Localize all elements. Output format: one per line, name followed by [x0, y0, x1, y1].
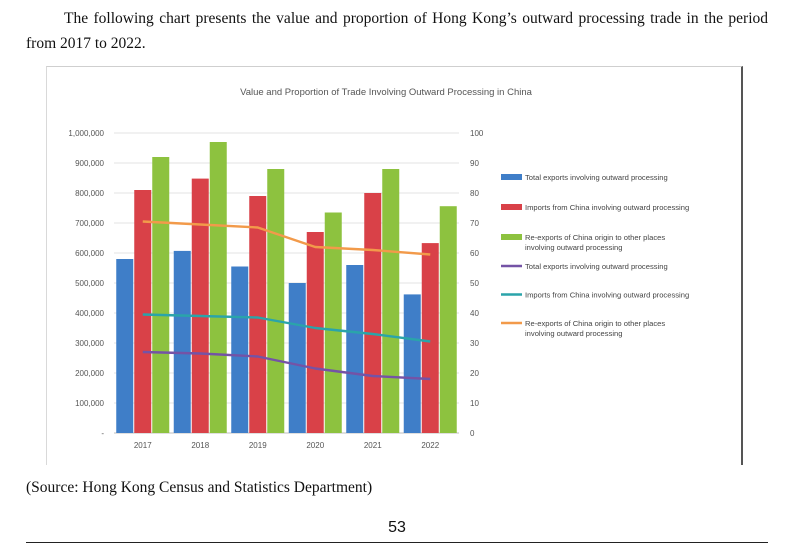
- y2-tick-label: 90: [470, 159, 479, 168]
- legend-label: Re-exports of China origin to other plac…: [525, 233, 665, 242]
- y-tick-label: 700,000: [75, 219, 104, 228]
- bar: [382, 169, 400, 433]
- footer-rule: [26, 542, 768, 543]
- y-tick-label: 300,000: [75, 339, 104, 348]
- outward-processing-chart: Value and Proportion of Trade Involving …: [68, 87, 689, 450]
- series-line: [142, 350, 431, 381]
- y2-tick-label: 30: [470, 339, 479, 348]
- y-tick-label: 600,000: [75, 249, 104, 258]
- bar: [267, 169, 285, 433]
- y2-tick-label: 80: [470, 189, 479, 198]
- bar: [403, 294, 421, 433]
- x-tick-label: 2021: [364, 441, 382, 450]
- legend: Total exports involving outward processi…: [501, 173, 689, 338]
- bar: [209, 142, 227, 433]
- legend-label: Re-exports of China origin to other plac…: [525, 319, 665, 328]
- line-series: [142, 220, 431, 381]
- bar: [439, 206, 457, 433]
- series-line: [142, 313, 431, 343]
- source-note: (Source: Hong Kong Census and Statistics…: [26, 479, 373, 496]
- y2-tick-label: 40: [470, 309, 479, 318]
- page-number: 53: [388, 519, 406, 536]
- bar: [152, 157, 170, 433]
- y-tick-label: 500,000: [75, 279, 104, 288]
- y2-tick-label: 10: [470, 399, 479, 408]
- x-tick-label: 2018: [191, 441, 209, 450]
- legend-swatch: [501, 204, 522, 210]
- bar: [346, 265, 364, 433]
- legend-label: involving outward processing: [525, 243, 623, 252]
- legend-swatch: [501, 234, 522, 240]
- x-tick-label: 2017: [134, 441, 152, 450]
- bar: [173, 250, 191, 433]
- y-tick-label: 1,000,000: [68, 129, 104, 138]
- legend-label: Total exports involving outward processi…: [525, 262, 668, 271]
- right-axis-labels: 0 10 20 30 40 50 60 70 80 90 100: [470, 129, 484, 438]
- bar-series: [116, 142, 457, 433]
- legend-swatch: [501, 174, 522, 180]
- intro-paragraph: The following chart presents the value a…: [26, 10, 768, 52]
- bar: [231, 266, 249, 433]
- x-axis-labels: 2017 2018 2019 2020 2021 2022: [134, 441, 440, 450]
- y2-tick-label: 0: [470, 429, 475, 438]
- x-tick-label: 2022: [421, 441, 439, 450]
- bar: [306, 232, 324, 433]
- y-tick-label: 800,000: [75, 189, 104, 198]
- y2-tick-label: 100: [470, 129, 484, 138]
- bar: [421, 243, 439, 433]
- y-tick-label: 200,000: [75, 369, 104, 378]
- chart-title: Value and Proportion of Trade Involving …: [240, 87, 533, 98]
- legend-label: Imports from China involving outward pro…: [525, 203, 689, 212]
- bar: [288, 283, 306, 433]
- y-tick-label: -: [101, 429, 104, 438]
- legend-label: Imports from China involving outward pro…: [525, 291, 689, 300]
- x-tick-label: 2020: [306, 441, 324, 450]
- bar: [364, 193, 382, 433]
- gridlines: [114, 132, 459, 434]
- x-tick-label: 2019: [249, 441, 267, 450]
- legend-label: Total exports involving outward processi…: [525, 173, 668, 182]
- bar: [191, 178, 209, 433]
- y2-tick-label: 50: [470, 279, 479, 288]
- y2-tick-label: 60: [470, 249, 479, 258]
- y2-tick-label: 20: [470, 369, 479, 378]
- y-tick-label: 100,000: [75, 399, 104, 408]
- series-line: [142, 220, 431, 256]
- bar: [134, 190, 152, 433]
- y-tick-label: 900,000: [75, 159, 104, 168]
- y2-tick-label: 70: [470, 219, 479, 228]
- bar: [249, 196, 267, 433]
- bar: [324, 212, 342, 433]
- left-axis-labels: - 100,000 200,000 300,000 400,000 500,000 600,…: [68, 129, 104, 438]
- y-tick-label: 400,000: [75, 309, 104, 318]
- bar: [116, 259, 134, 433]
- chart-frame: Value and Proportion of Trade Involving …: [46, 66, 743, 465]
- legend-label: involving outward processing: [525, 329, 623, 338]
